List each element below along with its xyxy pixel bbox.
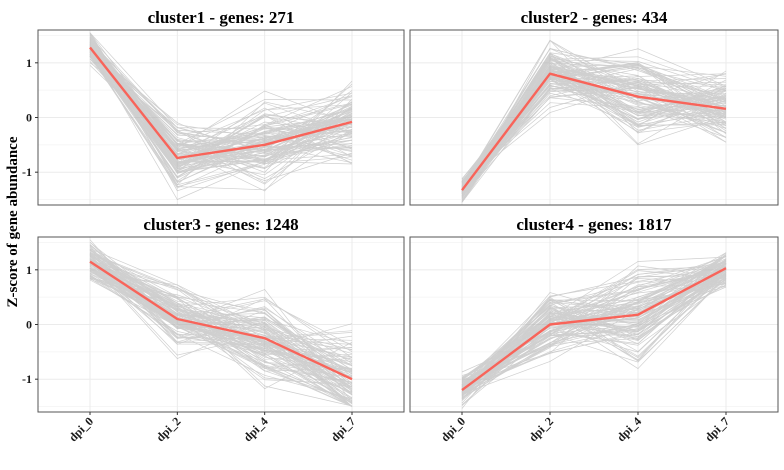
x-tick-label: dpi_4 (241, 414, 271, 444)
gene-trace (461, 275, 727, 401)
facet-panel-3: cluster3 - genes: 1248 -1 0 1 dpi_0 dpi_2 dpi_… (22, 215, 405, 444)
gene-trace (89, 48, 353, 200)
gene-trace (89, 267, 353, 407)
gene-trace (89, 56, 353, 169)
gene-trace (89, 38, 353, 168)
cluster-mean-line (89, 46, 353, 160)
y-tick-label: 1 (26, 263, 32, 277)
facet-panel-1: cluster1 - genes: 271 -1 0 1 (22, 8, 405, 206)
y-tick-label: 1 (26, 56, 32, 70)
gene-trace (89, 32, 353, 151)
x-tick-label: dpi_2 (526, 414, 556, 444)
gene-trace (89, 47, 353, 145)
gene-trace (89, 278, 353, 390)
gene-trace (461, 270, 727, 398)
gene-trace (89, 32, 353, 152)
panel-border (409, 29, 779, 206)
panel-title: cluster3 - genes: 1248 (143, 215, 298, 234)
gene-trace (89, 50, 353, 170)
panel-border (409, 236, 779, 413)
gene-trace (89, 55, 353, 186)
gene-trace (461, 276, 727, 387)
gene-trace (89, 269, 353, 364)
gene-trace (89, 259, 353, 384)
gene-trace-group (89, 32, 353, 200)
gene-trace (461, 253, 727, 387)
gene-trace (461, 271, 727, 388)
gene-trace (89, 248, 353, 407)
y-axis-label: Z-score of gene abundance (5, 136, 21, 307)
facet-panel-4: cluster4 - genes: 1817 dpi_0 dpi_2 dpi_4 dpi… (409, 215, 779, 444)
gene-trace-group (89, 239, 353, 407)
gene-trace (461, 255, 727, 400)
x-tick-label: dpi_0 (438, 414, 468, 444)
gene-trace (461, 40, 727, 199)
panel-title: cluster2 - genes: 434 (521, 8, 668, 27)
gene-trace (461, 55, 727, 189)
gene-trace (89, 263, 353, 384)
panel-title: cluster1 - genes: 271 (148, 8, 295, 27)
gene-trace (461, 56, 727, 183)
gene-trace (89, 55, 353, 172)
y-tick-label: -1 (22, 372, 32, 386)
gene-trace (89, 277, 353, 404)
gene-trace (461, 263, 727, 409)
gene-trace (461, 39, 727, 187)
x-tick-label: dpi_4 (614, 414, 644, 444)
x-tick-label: dpi_0 (66, 414, 96, 444)
gene-trace (89, 262, 353, 358)
gene-trace (461, 252, 727, 387)
gene-trace (461, 73, 727, 185)
gene-trace (89, 276, 353, 356)
cluster-mean-line (461, 267, 727, 392)
gene-trace (89, 53, 353, 176)
gene-trace (461, 286, 727, 389)
gene-trace (461, 270, 727, 383)
y-tick-label: -1 (22, 165, 32, 179)
gene-trace (461, 260, 727, 397)
cluster-mean-line (89, 260, 353, 381)
gene-trace (89, 55, 353, 167)
x-tick-label: dpi_7 (328, 414, 358, 444)
y-tick-label: 0 (26, 318, 32, 332)
gene-trace (461, 255, 727, 399)
panel-title: cluster4 - genes: 1817 (516, 215, 672, 234)
gene-trace (89, 253, 353, 407)
gene-trace (89, 279, 353, 338)
gene-trace (89, 52, 353, 164)
gene-trace (89, 45, 353, 155)
gene-trace (461, 84, 727, 192)
gene-trace (89, 45, 353, 135)
facet-panel-2: cluster2 - genes: 434 (409, 8, 779, 206)
cluster-mean-line (461, 72, 727, 191)
y-tick-label: 0 (26, 111, 32, 125)
gene-trace (89, 268, 353, 392)
gene-trace (89, 55, 353, 188)
gene-trace (461, 53, 727, 192)
gene-trace (89, 50, 353, 165)
gene-trace (89, 45, 353, 169)
x-tick-label: dpi_2 (153, 414, 183, 444)
gene-trace (89, 260, 353, 395)
x-tick-label: dpi_7 (702, 414, 732, 444)
